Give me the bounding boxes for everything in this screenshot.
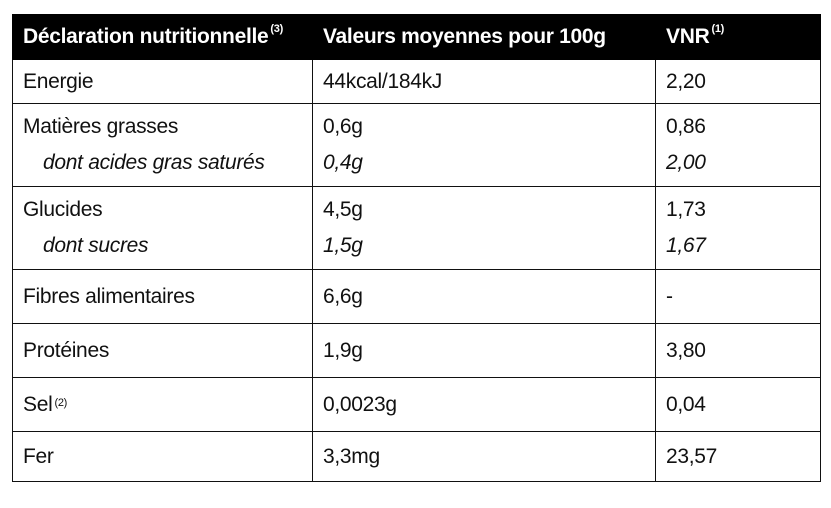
table-cell: - xyxy=(655,269,821,324)
table-cell: 2,20 xyxy=(655,59,821,104)
table-cell: 0,0023g xyxy=(312,377,656,432)
header-cell: Valeurs moyennes pour 100g xyxy=(312,14,656,60)
table-cell: 23,57 xyxy=(655,431,821,482)
table-row: Fibres alimentaires 6,6g - xyxy=(12,269,821,324)
table-cell: 1,73 1,67 xyxy=(655,186,821,270)
footnote-ref: (2) xyxy=(54,396,67,409)
value-text: 4,5g xyxy=(323,198,363,221)
value-text: 44kcal/184kJ xyxy=(323,69,442,93)
table-body: Energie 44kcal/184kJ 2,20 Matières grasses d… xyxy=(12,59,821,482)
cell-line: 3,80 xyxy=(666,333,810,369)
table-row: Matières grasses dont acides gras saturés… xyxy=(12,103,821,187)
table-cell: 44kcal/184kJ xyxy=(312,59,656,104)
cell-line: 1,5g xyxy=(323,228,645,264)
cell-line: Glucides xyxy=(23,192,302,228)
table-row: Protéines 1,9g 3,80 xyxy=(12,323,821,378)
cell-line: 2,20 xyxy=(666,64,810,100)
table-row: Energie 44kcal/184kJ 2,20 xyxy=(12,59,821,104)
cell-line: 0,86 xyxy=(666,109,810,145)
vnr-text: 2,20 xyxy=(666,69,706,93)
cell-line: 1,67 xyxy=(666,228,810,264)
label-text: Sel xyxy=(23,392,53,416)
value-text: 3,3mg xyxy=(323,444,380,468)
table-row: Glucides dont sucres 4,5g 1,5g 1,73 1,67 xyxy=(12,186,821,270)
cell-line: dont acides gras saturés xyxy=(23,145,302,181)
table-cell: 6,6g xyxy=(312,269,656,324)
footnote-ref: (3) xyxy=(270,23,283,35)
table-row: Sel (2) 0,0023g 0,04 xyxy=(12,377,821,432)
cell-line: Sel (2) xyxy=(23,387,302,423)
header-text: Valeurs moyennes pour 100g xyxy=(323,25,606,48)
cell-line: 1,73 xyxy=(666,192,810,228)
table-cell: 3,80 xyxy=(655,323,821,378)
value-text: 0,4g xyxy=(323,151,363,174)
table-cell: 4,5g 1,5g xyxy=(312,186,656,270)
cell-line: - xyxy=(666,279,810,315)
cell-line: Matières grasses xyxy=(23,109,302,145)
value-text: 6,6g xyxy=(323,284,363,308)
table-cell: 3,3mg xyxy=(312,431,656,482)
table-cell: 0,86 2,00 xyxy=(655,103,821,187)
vnr-text: 23,57 xyxy=(666,444,718,468)
cell-line: 1,9g xyxy=(323,333,645,369)
vnr-text: - xyxy=(666,284,673,308)
label-text: dont acides gras saturés xyxy=(43,151,265,174)
label-text: Fibres alimentaires xyxy=(23,284,195,308)
nutrition-table: Déclaration nutritionnelle (3) Valeurs moy… xyxy=(12,14,821,482)
header-row: Déclaration nutritionnelle (3) Valeurs moy… xyxy=(12,14,821,60)
table-row: Fer 3,3mg 23,57 xyxy=(12,431,821,482)
table-cell: Protéines xyxy=(12,323,313,378)
cell-line: Fibres alimentaires xyxy=(23,279,302,315)
table-cell: Energie xyxy=(12,59,313,104)
cell-line: Energie xyxy=(23,64,302,100)
cell-line: 44kcal/184kJ xyxy=(323,64,645,100)
cell-line: 3,3mg xyxy=(323,439,645,475)
cell-line: 2,00 xyxy=(666,145,810,181)
cell-line: 0,04 xyxy=(666,387,810,423)
table-cell: 0,6g 0,4g xyxy=(312,103,656,187)
header-text: Déclaration nutritionnelle xyxy=(23,25,269,48)
cell-line: 4,5g xyxy=(323,192,645,228)
cell-line: dont sucres xyxy=(23,228,302,264)
cell-line: 0,0023g xyxy=(323,387,645,423)
table-cell: 1,9g xyxy=(312,323,656,378)
vnr-text: 1,73 xyxy=(666,198,706,221)
table-cell: Glucides dont sucres xyxy=(12,186,313,270)
cell-line: Fer xyxy=(23,439,302,475)
table-cell: Matières grasses dont acides gras saturés xyxy=(12,103,313,187)
header-cell: VNR (1) xyxy=(655,14,821,60)
label-text: Matières grasses xyxy=(23,115,179,138)
header-text: VNR xyxy=(666,25,710,48)
cell-line: Protéines xyxy=(23,333,302,369)
cell-line: 6,6g xyxy=(323,279,645,315)
vnr-text: 1,67 xyxy=(666,234,706,257)
value-text: 1,9g xyxy=(323,338,363,362)
cell-line: 0,4g xyxy=(323,145,645,181)
label-text: dont sucres xyxy=(43,234,149,257)
label-text: Glucides xyxy=(23,198,103,221)
value-text: 0,0023g xyxy=(323,392,397,416)
vnr-text: 0,86 xyxy=(666,115,706,138)
value-text: 1,5g xyxy=(323,234,363,257)
vnr-text: 2,00 xyxy=(666,151,706,174)
value-text: 0,6g xyxy=(323,115,363,138)
table-cell: Fer xyxy=(12,431,313,482)
label-text: Protéines xyxy=(23,338,110,362)
table-cell: Fibres alimentaires xyxy=(12,269,313,324)
vnr-text: 3,80 xyxy=(666,338,706,362)
cell-line: 0,6g xyxy=(323,109,645,145)
footnote-ref: (1) xyxy=(711,23,724,35)
table-cell: Sel (2) xyxy=(12,377,313,432)
table-cell: 0,04 xyxy=(655,377,821,432)
header-cell: Déclaration nutritionnelle (3) xyxy=(12,14,313,60)
label-text: Energie xyxy=(23,69,94,93)
vnr-text: 0,04 xyxy=(666,392,706,416)
label-text: Fer xyxy=(23,444,54,468)
cell-line: 23,57 xyxy=(666,439,810,475)
